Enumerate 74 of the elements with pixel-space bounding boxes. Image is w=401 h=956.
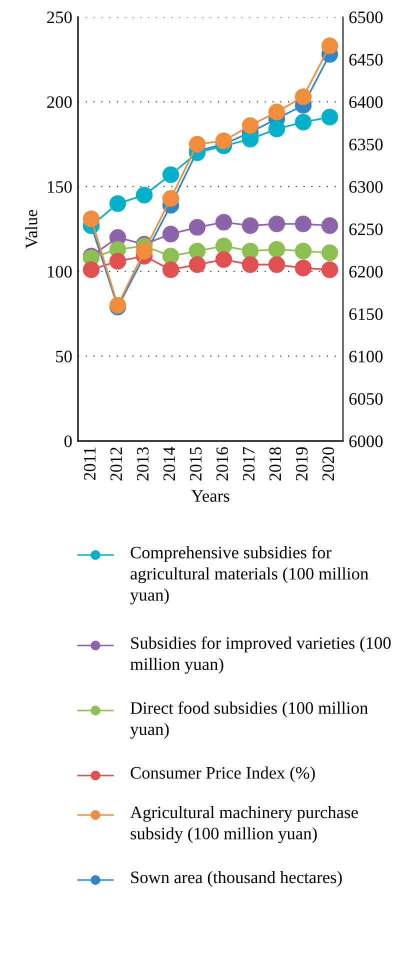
- x-tick-label: 2019: [296, 447, 308, 481]
- point: [294, 114, 312, 130]
- point: [294, 88, 312, 106]
- x-tick-label: 2017: [242, 447, 255, 481]
- point: [268, 256, 286, 273]
- point: [215, 251, 232, 268]
- point: [268, 120, 286, 138]
- y2-tick-label: 6450: [349, 54, 383, 66]
- y2-tick-label: 6200: [349, 266, 383, 278]
- y2-tick-label: 6100: [349, 350, 383, 362]
- legend-label: Sown area (thousand hectares): [131, 871, 342, 887]
- y2-tick-label: 6150: [349, 308, 383, 320]
- legend-label: Direct food subsidies (100 million yuan): [130, 702, 368, 739]
- point: [242, 217, 259, 234]
- point: [188, 136, 206, 153]
- x-tick-label: 2014: [163, 446, 176, 481]
- y-tick-label: 100: [48, 266, 72, 278]
- point: [162, 248, 180, 264]
- y-tick-label: 200: [47, 96, 72, 108]
- y-axis-title: Value: [25, 210, 38, 249]
- x-tick-label: 2011: [84, 448, 96, 480]
- x-axis-title: Years: [191, 490, 230, 502]
- point: [136, 242, 153, 260]
- point: [188, 256, 206, 273]
- y-tick-label: 250: [47, 11, 72, 24]
- point: [82, 261, 100, 278]
- point: [321, 108, 338, 126]
- point: [242, 256, 259, 273]
- legend-label: Agricultural machinery purchase subsidy (100 million yuan): [130, 806, 358, 844]
- point: [109, 252, 126, 270]
- point: [242, 242, 259, 260]
- y2-tick-label: 6350: [349, 138, 383, 150]
- point: [294, 242, 312, 260]
- point: [109, 195, 126, 212]
- x-tick-label: 2013: [136, 447, 149, 481]
- point: [162, 226, 180, 242]
- point: [294, 260, 312, 276]
- x-tick-label: 2018: [269, 447, 282, 481]
- point: [188, 242, 206, 260]
- point: [162, 166, 180, 184]
- point: [242, 130, 259, 148]
- x-tick-label: 2015: [190, 447, 202, 481]
- y2-tick-label: 6000: [349, 435, 383, 448]
- point: [162, 190, 180, 207]
- point: [321, 261, 338, 278]
- y2-tick-label: 6500: [349, 11, 383, 24]
- y2-tick-label: 6300: [349, 181, 383, 193]
- point: [321, 217, 338, 234]
- legend-label: Comprehensive subsidies for agricultural materials (100 million yuan): [130, 546, 368, 604]
- point: [162, 261, 180, 278]
- legend-label: Subsidies for improved varieties (100 million yuan): [130, 636, 391, 674]
- point: [321, 38, 338, 54]
- point: [268, 216, 286, 232]
- y2-tick-label: 6400: [349, 96, 383, 108]
- y2-tick-label: 6250: [349, 223, 383, 236]
- point: [321, 244, 338, 262]
- x-tick-label: 2016: [216, 447, 228, 481]
- point: [268, 241, 286, 258]
- y2-tick-label: 6050: [349, 393, 383, 405]
- point: [242, 117, 259, 134]
- point: [215, 132, 232, 150]
- y-tick-label: 0: [64, 435, 72, 448]
- x-tick-label: 2012: [110, 448, 122, 481]
- point: [188, 218, 206, 236]
- legend-label: Consumer Price Index (%): [130, 766, 315, 782]
- x-tick-label: 2020: [322, 447, 334, 481]
- y-tick-label: 150: [48, 181, 72, 193]
- point: [215, 238, 232, 254]
- point: [294, 216, 312, 232]
- point: [82, 210, 100, 228]
- point: [136, 186, 153, 204]
- point: [215, 214, 232, 231]
- y-tick-label: 50: [56, 350, 72, 362]
- point: [268, 104, 286, 120]
